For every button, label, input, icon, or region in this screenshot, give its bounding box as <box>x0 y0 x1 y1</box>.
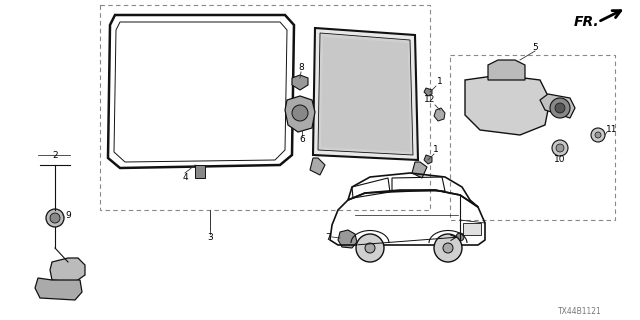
Text: 8: 8 <box>298 63 304 73</box>
Circle shape <box>443 243 453 253</box>
Polygon shape <box>465 75 550 135</box>
Text: 6: 6 <box>299 135 305 145</box>
Text: 1: 1 <box>437 77 443 86</box>
Circle shape <box>550 98 570 118</box>
Polygon shape <box>313 28 418 160</box>
Polygon shape <box>321 37 410 152</box>
Polygon shape <box>434 108 445 121</box>
Polygon shape <box>318 33 413 155</box>
Circle shape <box>595 132 601 138</box>
Text: 2: 2 <box>52 150 58 159</box>
Polygon shape <box>424 88 432 96</box>
Text: TX44B1121: TX44B1121 <box>558 308 602 316</box>
Polygon shape <box>285 96 315 132</box>
Polygon shape <box>35 278 82 300</box>
Polygon shape <box>195 165 205 178</box>
Circle shape <box>365 243 375 253</box>
Bar <box>100 5 430 210</box>
Text: 12: 12 <box>424 95 436 105</box>
Circle shape <box>434 234 462 262</box>
Bar <box>450 55 615 220</box>
Circle shape <box>292 105 308 121</box>
Circle shape <box>552 140 568 156</box>
Text: 5: 5 <box>532 43 538 52</box>
Text: 10: 10 <box>554 156 566 164</box>
Circle shape <box>356 234 384 262</box>
Polygon shape <box>50 258 85 282</box>
Circle shape <box>50 213 60 223</box>
Text: 9: 9 <box>65 211 71 220</box>
Polygon shape <box>310 158 325 175</box>
Text: 4: 4 <box>182 173 188 182</box>
Text: 7: 7 <box>325 233 331 242</box>
Text: FR.: FR. <box>574 15 600 29</box>
Text: 1: 1 <box>433 146 439 155</box>
Polygon shape <box>424 155 432 164</box>
Polygon shape <box>540 94 575 118</box>
Bar <box>463 223 481 235</box>
Polygon shape <box>338 230 357 248</box>
Polygon shape <box>292 75 308 90</box>
Circle shape <box>456 233 464 241</box>
Circle shape <box>46 209 64 227</box>
Circle shape <box>591 128 605 142</box>
Circle shape <box>556 144 564 152</box>
Text: 3: 3 <box>207 234 213 243</box>
Text: 11: 11 <box>606 125 618 134</box>
Polygon shape <box>488 60 525 80</box>
Polygon shape <box>412 162 427 178</box>
Circle shape <box>555 103 565 113</box>
